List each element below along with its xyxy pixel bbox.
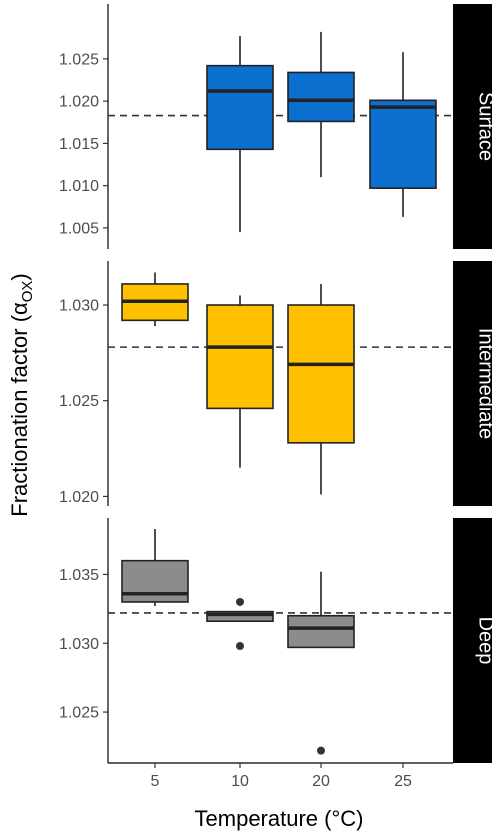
y-axis-title: Fractionation factor (αOX) bbox=[7, 273, 36, 516]
box-surface-20 bbox=[287, 31, 355, 178]
box-deep-20 bbox=[287, 571, 355, 755]
x-axis: 5 10 20 25 bbox=[108, 762, 453, 790]
panel-intermediate: 1.020 1.025 1.030 Intermediate bbox=[59, 261, 497, 506]
box-iqr bbox=[369, 99, 437, 189]
outlier-point bbox=[317, 746, 325, 755]
box-intermediate-20 bbox=[287, 283, 355, 495]
y-tick-label-deep: 1.025 bbox=[59, 705, 99, 722]
strip-surface bbox=[453, 4, 492, 249]
strip-label-intermediate: Intermediate bbox=[475, 328, 497, 439]
y-tick-label-deep: 1.030 bbox=[59, 636, 99, 653]
box-iqr bbox=[121, 559, 189, 603]
y-tick-label-intermediate: 1.025 bbox=[59, 393, 99, 410]
x-axis-title: Temperature (°C) bbox=[195, 806, 364, 831]
box-iqr bbox=[287, 304, 355, 444]
box-intermediate-5 bbox=[121, 272, 189, 327]
panel-surface: 1.005 1.010 1.015 1.020 1.025 Surface bbox=[59, 4, 497, 249]
y-tick-label-surface: 1.010 bbox=[59, 178, 99, 195]
box-iqr bbox=[206, 304, 274, 410]
outlier-point bbox=[236, 642, 244, 651]
y-tick-label-intermediate: 1.030 bbox=[59, 298, 99, 315]
y-tick-label-deep: 1.035 bbox=[59, 567, 99, 584]
box-iqr bbox=[206, 610, 274, 623]
box-deep-5 bbox=[121, 529, 189, 607]
strip-label-deep: Deep bbox=[475, 617, 497, 665]
box-iqr bbox=[206, 64, 274, 151]
box-surface-25 bbox=[369, 52, 437, 217]
y-tick-label-surface: 1.015 bbox=[59, 136, 99, 153]
panel-deep: 1.025 1.030 1.035 Deep bbox=[59, 518, 497, 763]
y-axis-title-main: Fractionation factor (α bbox=[7, 302, 32, 517]
box-intermediate-10 bbox=[206, 295, 274, 468]
y-axis-title-close: ) bbox=[7, 273, 32, 280]
x-tick-label: 5 bbox=[151, 773, 160, 790]
y-tick-label-surface: 1.020 bbox=[59, 94, 99, 111]
facet-panels: 1.0051.0101.0151.0201.025Surface1.0201.0… bbox=[59, 4, 497, 790]
box-deep-10 bbox=[206, 597, 274, 651]
strip-label-surface: Surface bbox=[475, 92, 497, 161]
outlier-point bbox=[236, 597, 244, 606]
x-tick-label: 20 bbox=[312, 773, 330, 790]
y-tick-label-surface: 1.025 bbox=[59, 51, 99, 68]
y-axis-title-subscript: OX bbox=[19, 281, 36, 303]
x-tick-label: 10 bbox=[231, 773, 249, 790]
box-iqr bbox=[287, 614, 355, 649]
y-tick-label-surface: 1.005 bbox=[59, 220, 99, 237]
box-surface-10 bbox=[206, 36, 274, 233]
strip-intermediate bbox=[453, 261, 492, 506]
box-iqr bbox=[287, 71, 355, 123]
strip-deep bbox=[453, 518, 492, 763]
x-tick-label: 25 bbox=[394, 773, 412, 790]
y-tick-label-intermediate: 1.020 bbox=[59, 489, 99, 506]
